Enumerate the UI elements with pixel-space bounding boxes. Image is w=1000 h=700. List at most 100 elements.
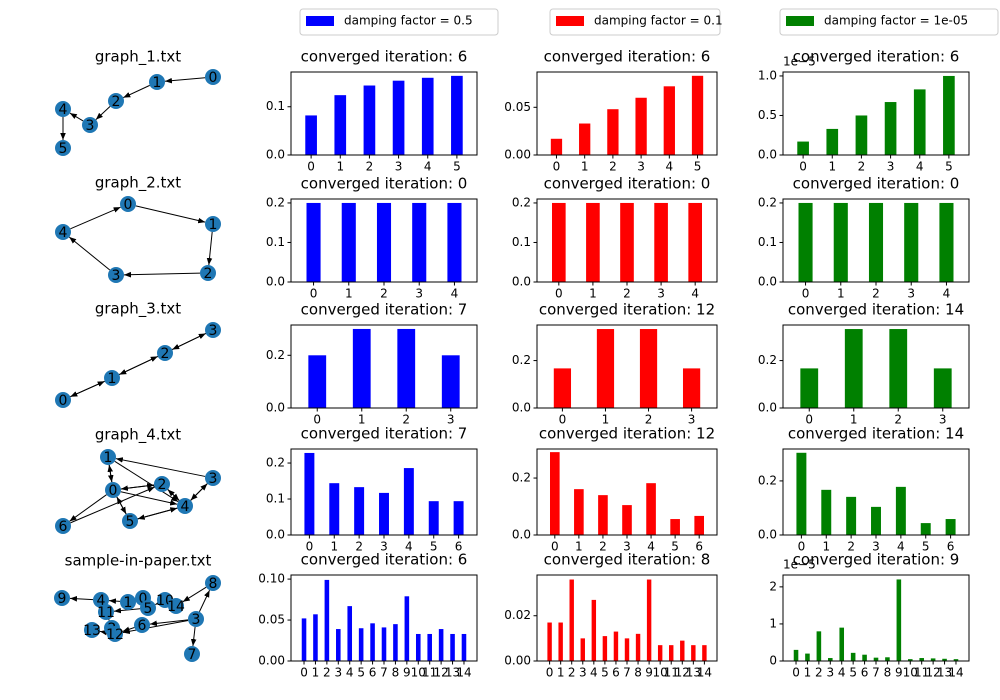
bar bbox=[379, 492, 389, 535]
graph-node bbox=[205, 216, 221, 232]
graph-node bbox=[177, 498, 193, 514]
x-tick-label: 11 bbox=[422, 666, 437, 680]
x-tick-label: 4 bbox=[405, 540, 413, 554]
bar bbox=[393, 624, 398, 661]
graph-node bbox=[93, 592, 109, 608]
x-tick-label: 6 bbox=[612, 666, 620, 680]
x-tick-label: 3 bbox=[637, 160, 645, 174]
graph-title: graph_1.txt bbox=[95, 48, 181, 67]
bar bbox=[451, 75, 463, 155]
axes-frame bbox=[290, 71, 478, 156]
bar bbox=[682, 368, 701, 408]
bar bbox=[816, 631, 822, 661]
bar bbox=[933, 368, 952, 408]
graph-node bbox=[108, 93, 124, 109]
x-tick-label: 3 bbox=[657, 287, 665, 301]
x-tick-label: 3 bbox=[688, 413, 696, 427]
bar bbox=[826, 128, 839, 155]
bar bbox=[334, 95, 347, 155]
bar bbox=[907, 659, 913, 661]
node-label: 4 bbox=[181, 499, 190, 515]
x-tick-label: 1 bbox=[345, 287, 353, 301]
node-label: 0 bbox=[139, 591, 148, 607]
bar bbox=[796, 452, 807, 535]
bar bbox=[873, 657, 879, 661]
bar bbox=[441, 355, 460, 408]
x-tick-label: 4 bbox=[346, 666, 354, 680]
chart-title: converged iteration: 6 bbox=[793, 48, 960, 66]
node-label: 4 bbox=[59, 225, 68, 241]
bar bbox=[702, 645, 707, 661]
x-tick-label: 1 bbox=[850, 413, 858, 427]
x-tick-label: 12 bbox=[925, 666, 940, 680]
bar bbox=[624, 638, 630, 661]
x-tick-label: 2 bbox=[355, 540, 363, 554]
y-tick-label: 0.2 bbox=[512, 471, 531, 485]
x-tick-label: 1 bbox=[581, 160, 589, 174]
bar bbox=[663, 86, 675, 155]
x-tick-label: 1 bbox=[822, 540, 830, 554]
x-tick-label: 10 bbox=[653, 666, 668, 680]
legend-label: damping factor = 0.1 bbox=[594, 14, 723, 28]
bar bbox=[793, 649, 799, 661]
bar bbox=[354, 487, 365, 535]
bar bbox=[691, 75, 704, 155]
y-tick-label: 0.0 bbox=[512, 275, 531, 289]
axes-frame bbox=[536, 448, 718, 536]
node-label: 14 bbox=[167, 599, 185, 615]
x-tick-label: 14 bbox=[456, 666, 471, 680]
bar bbox=[889, 329, 908, 408]
y-tick-label: 0.2 bbox=[758, 353, 777, 367]
bar bbox=[549, 452, 560, 535]
x-tick-label: 5 bbox=[849, 666, 857, 680]
x-tick-label: 4 bbox=[943, 287, 951, 301]
y-tick-label: 0.5 bbox=[758, 108, 777, 122]
x-tick-label: 6 bbox=[455, 540, 463, 554]
y-tick-label: 0.0 bbox=[758, 401, 777, 415]
bar bbox=[885, 657, 890, 661]
x-tick-label: 0 bbox=[555, 287, 563, 301]
graph-node bbox=[184, 646, 200, 662]
bar bbox=[370, 623, 375, 661]
y-tick-label: 0.0 bbox=[266, 528, 285, 542]
axes-frame bbox=[536, 198, 718, 283]
x-tick-label: 1 bbox=[336, 160, 344, 174]
y-tick-label: 0.2 bbox=[266, 195, 285, 209]
graph-node bbox=[108, 267, 124, 283]
chart-title: converged iteration: 14 bbox=[788, 301, 964, 319]
graph-node bbox=[82, 117, 98, 133]
x-tick-label: 2 bbox=[894, 413, 902, 427]
bar bbox=[397, 328, 416, 408]
x-tick-label: 0 bbox=[310, 287, 318, 301]
legend-box bbox=[779, 8, 999, 36]
bar bbox=[428, 501, 439, 535]
bar bbox=[913, 89, 926, 155]
bar bbox=[552, 202, 566, 282]
bar bbox=[871, 506, 881, 535]
graph-node bbox=[105, 482, 121, 498]
graph-edge bbox=[119, 355, 158, 376]
node-label: 1 bbox=[108, 371, 117, 387]
graph-node bbox=[55, 518, 71, 534]
bar bbox=[639, 329, 658, 408]
bar bbox=[622, 505, 632, 535]
bar bbox=[821, 489, 832, 535]
bar bbox=[308, 355, 327, 408]
bar bbox=[358, 628, 364, 661]
bar bbox=[635, 633, 641, 661]
x-tick-label: 3 bbox=[447, 413, 455, 427]
x-tick-label: 5 bbox=[357, 666, 365, 680]
chart-title: converged iteration: 12 bbox=[539, 425, 715, 443]
legend-swatch bbox=[556, 16, 584, 26]
graph-edge bbox=[155, 599, 163, 606]
x-tick-label: 5 bbox=[671, 540, 679, 554]
axes-frame bbox=[782, 71, 970, 156]
x-tick-label: 5 bbox=[922, 540, 930, 554]
graph-title: graph_3.txt bbox=[95, 300, 181, 319]
chart-title: converged iteration: 6 bbox=[301, 551, 468, 569]
x-tick-label: 2 bbox=[609, 160, 617, 174]
node-label: 1 bbox=[209, 217, 218, 233]
graph-edge bbox=[69, 494, 107, 522]
chart-title: converged iteration: 14 bbox=[788, 425, 964, 443]
axes-frame bbox=[290, 574, 478, 662]
